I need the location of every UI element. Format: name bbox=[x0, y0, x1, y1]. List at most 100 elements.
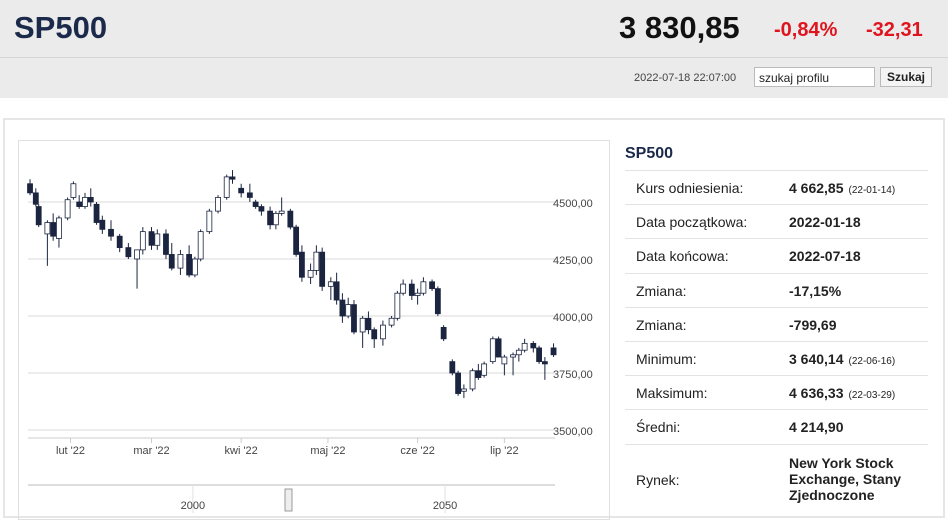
row-value: 4 214,90 bbox=[789, 419, 924, 435]
row-value: -17,15% bbox=[789, 283, 924, 299]
candle-body bbox=[359, 317, 366, 333]
candle-body bbox=[515, 349, 522, 356]
candle-body bbox=[440, 327, 447, 340]
value-date: (22-01-14) bbox=[848, 185, 896, 197]
candle-body bbox=[134, 249, 140, 260]
timestamp: 2022-07-18 22:07:00 bbox=[634, 72, 737, 84]
row-label: Średni: bbox=[636, 419, 681, 436]
candle-body bbox=[177, 254, 184, 269]
row-value: 3 640,14 (22-06-16) bbox=[789, 351, 924, 370]
table-row: Minimum: 3 640,14 (22-06-16) bbox=[625, 341, 928, 376]
candle-body bbox=[313, 251, 320, 271]
symbol: SP500 bbox=[14, 10, 108, 45]
row-label: Data końcowa: bbox=[636, 248, 729, 265]
row-value: 4 662,85 (22-01-14) bbox=[789, 180, 924, 199]
candle-body bbox=[388, 317, 395, 326]
candle-body bbox=[550, 347, 557, 356]
candle-body bbox=[351, 304, 357, 333]
candle-body bbox=[27, 183, 33, 194]
y-tick-label: 3500,00 bbox=[553, 426, 593, 438]
candle-body bbox=[339, 299, 346, 317]
price: 3 830,85 bbox=[619, 10, 740, 45]
navigator-label: 2000 bbox=[181, 500, 205, 512]
candle-body bbox=[56, 217, 62, 239]
candle-body bbox=[87, 197, 94, 203]
candle-body bbox=[125, 247, 132, 258]
row-label: Kurs odniesienia: bbox=[636, 180, 744, 197]
candle-body bbox=[116, 235, 123, 248]
row-label: Zmiana: bbox=[636, 316, 687, 333]
candle-body bbox=[380, 324, 386, 340]
x-tick-label: mar '22 bbox=[133, 445, 169, 457]
value-text: New York Stock Exchange, Stany Zjednoczo… bbox=[789, 454, 902, 503]
candle-body bbox=[70, 183, 77, 198]
change: -32,31 bbox=[866, 19, 923, 41]
candle-body bbox=[267, 210, 273, 226]
candle-body bbox=[481, 363, 488, 376]
navigator-label: 2050 bbox=[433, 500, 457, 512]
candle-body bbox=[536, 347, 542, 363]
search-input[interactable]: szukaj profilu bbox=[754, 67, 875, 87]
value-text: 4 636,33 bbox=[789, 385, 844, 402]
candle-body bbox=[530, 342, 537, 349]
candle-body bbox=[197, 231, 204, 260]
value-text: 4 662,85 bbox=[789, 180, 844, 197]
candle-body bbox=[327, 281, 334, 287]
y-tick-label: 4500,00 bbox=[553, 198, 593, 210]
y-tick-label: 4250,00 bbox=[553, 255, 593, 267]
row-label: Zmiana: bbox=[636, 282, 687, 299]
candle-body bbox=[44, 222, 51, 235]
navigator-handle[interactable] bbox=[284, 488, 293, 512]
candle-body bbox=[278, 210, 285, 214]
candle-body bbox=[148, 231, 155, 246]
candle-body bbox=[223, 176, 230, 198]
table-row: Zmiana: -17,15% bbox=[625, 272, 928, 308]
x-tick-label: lip '22 bbox=[490, 445, 518, 457]
candle-body bbox=[460, 388, 467, 392]
value-date: (22-03-29) bbox=[848, 390, 896, 402]
candle-body bbox=[272, 212, 279, 226]
row-label: Maksimum: bbox=[636, 385, 708, 402]
x-tick-label: lut '22 bbox=[56, 445, 85, 457]
candle-body bbox=[168, 254, 175, 269]
candle-body bbox=[50, 222, 57, 237]
value-date: (22-06-16) bbox=[848, 356, 896, 368]
candle-body bbox=[521, 342, 528, 351]
candle-body bbox=[307, 269, 314, 278]
candle-body bbox=[408, 283, 415, 296]
row-value: -799,69 bbox=[789, 317, 924, 333]
candle-body bbox=[489, 338, 496, 363]
value-text: 2022-01-18 bbox=[789, 214, 861, 231]
candle-body bbox=[475, 370, 482, 378]
candle-body bbox=[108, 228, 114, 237]
candle-body bbox=[345, 304, 352, 317]
search-button[interactable]: Szukaj bbox=[880, 67, 932, 87]
candle-body bbox=[449, 361, 456, 374]
y-tick-label: 3750,00 bbox=[553, 369, 593, 381]
candle-body bbox=[246, 192, 253, 198]
row-label: Data początkowa: bbox=[636, 214, 748, 231]
candle-body bbox=[400, 283, 407, 294]
row-value: 2022-01-18 bbox=[789, 214, 924, 230]
x-tick-label: maj '22 bbox=[310, 445, 345, 457]
candle-body bbox=[365, 317, 372, 331]
row-value: 4 636,33 (22-03-29) bbox=[789, 385, 924, 404]
row-label: Rynek: bbox=[636, 471, 680, 488]
candle-body bbox=[163, 233, 169, 255]
table-row: Kurs odniesienia: 4 662,85 (22-01-14) bbox=[625, 170, 928, 205]
value-text: 2022-07-18 bbox=[789, 248, 861, 265]
candle-body bbox=[206, 210, 213, 233]
table-row: Maksimum: 4 636,33 (22-03-29) bbox=[625, 375, 928, 410]
candle-body bbox=[414, 292, 421, 296]
candle-body bbox=[429, 281, 435, 290]
candle-body bbox=[215, 197, 221, 212]
value-text: 4 214,90 bbox=[789, 419, 844, 436]
candle-body bbox=[333, 281, 340, 301]
candle-body bbox=[32, 192, 39, 205]
y-tick-label: 4000,00 bbox=[553, 312, 593, 324]
candle-body bbox=[82, 197, 88, 207]
candle-body bbox=[252, 201, 259, 207]
candle-body bbox=[238, 187, 245, 194]
table-row: Data początkowa: 2022-01-18 bbox=[625, 204, 928, 239]
